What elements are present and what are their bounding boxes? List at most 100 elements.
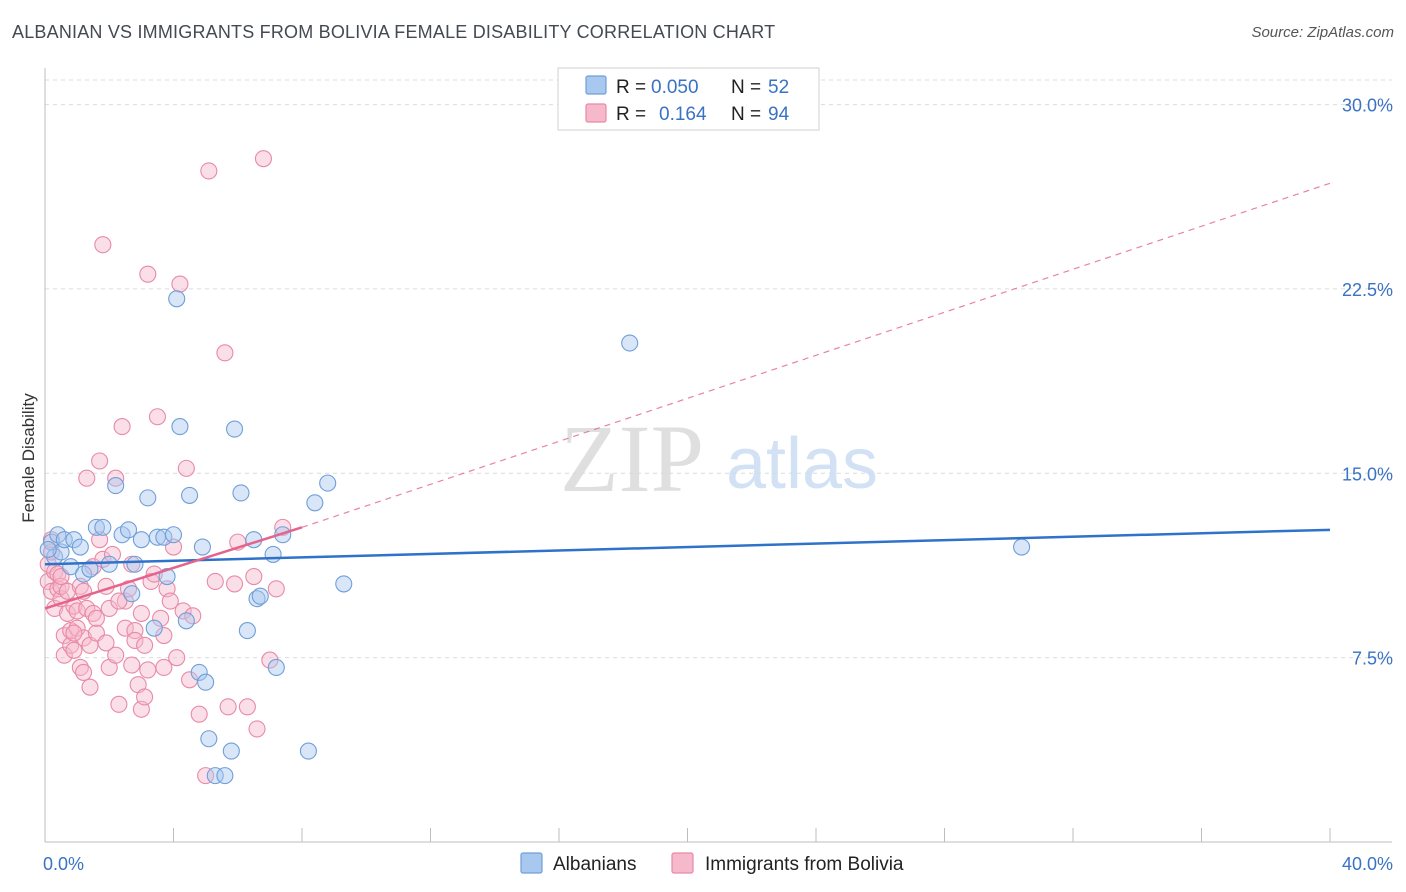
source-label: Source: ZipAtlas.com: [1251, 24, 1394, 41]
bolivia-point: [174, 602, 192, 620]
bolivia-point: [68, 619, 86, 637]
bolivia-point: [267, 580, 285, 598]
albanians-point: [267, 658, 285, 677]
albanians-point: [55, 531, 73, 549]
bolivia-point: [216, 344, 234, 362]
bolivia-point: [55, 646, 73, 664]
albanians-point: [119, 521, 138, 539]
albanians-point: [145, 619, 163, 637]
legend-swatch-albanians: [585, 75, 607, 95]
bolivia-point: [113, 418, 131, 436]
watermark-zip: ZIP: [560, 405, 704, 512]
albanians-point: [94, 518, 112, 536]
bolivia-point: [94, 236, 112, 254]
albanians-point: [71, 538, 89, 556]
watermark-atlas: atlas: [726, 424, 878, 504]
bolivia-point: [225, 575, 244, 593]
bolivia-point: [107, 469, 125, 487]
y-tick-label: 30.0%: [1342, 96, 1393, 116]
bolivia-point: [87, 609, 105, 627]
albanians-point: [87, 518, 105, 536]
legend-r-value-2: 0.164: [659, 104, 707, 125]
points-bolivia: [39, 150, 292, 785]
bolivia-point: [65, 597, 83, 615]
axes: [44, 68, 1392, 843]
albanians-point: [299, 742, 317, 760]
bolivia-point: [219, 698, 237, 716]
watermark: ZIP atlas: [560, 405, 878, 512]
albanians-point: [621, 334, 639, 352]
bolivia-point: [148, 408, 166, 426]
bolivia-point: [171, 275, 189, 293]
albanians-point: [335, 575, 353, 593]
bolivia-trend-line: [44, 526, 303, 610]
albanians-point: [126, 555, 144, 573]
bolivia-point: [91, 452, 109, 470]
albanians-point: [1013, 538, 1031, 556]
y-tick-label: 22.5%: [1342, 280, 1393, 300]
bolivia-point: [197, 767, 215, 785]
bottom-legend-label-bolivia: Immigrants from Bolivia: [705, 854, 904, 875]
legend-n-label-2: N =: [731, 104, 761, 125]
bolivia-point: [126, 622, 144, 640]
bottom-legend-swatch-albanians: [520, 852, 543, 874]
y-tick-label: 7.5%: [1352, 649, 1393, 669]
albanians-point: [181, 486, 199, 504]
bolivia-point: [65, 641, 83, 659]
grid-lines: [45, 79, 1392, 659]
albanians-point: [206, 767, 224, 785]
albanians-point: [197, 673, 215, 691]
bolivia-point: [110, 592, 128, 610]
albanians-point: [123, 585, 141, 603]
legend-n-value-1: 52: [768, 77, 789, 98]
albanians-point: [193, 538, 211, 556]
y-tick-label: 15.0%: [1342, 464, 1393, 484]
albanians-point: [164, 526, 183, 544]
albanians-point: [155, 528, 173, 546]
bolivia-point: [71, 658, 89, 677]
bolivia-point: [161, 592, 179, 610]
bolivia-point: [78, 469, 96, 487]
albanians-point: [39, 540, 57, 559]
albanians-point: [81, 560, 99, 578]
albanians-point: [251, 587, 269, 605]
bolivia-point: [136, 688, 154, 706]
x-tick-label: 40.0%: [1342, 854, 1393, 874]
bolivia-point: [238, 698, 256, 716]
bolivia-point: [97, 634, 115, 652]
bolivia-point: [65, 624, 83, 642]
chart-title: ALBANIAN VS IMMIGRANTS FROM BOLIVIA FEMA…: [12, 22, 776, 42]
albanians-point: [168, 290, 186, 308]
bolivia-point: [139, 265, 157, 283]
albanians-point: [139, 489, 157, 507]
tick-labels: 7.5% 15.0% 22.5% 30.0% 0.0% 40.0%: [43, 96, 1393, 874]
albanians-point: [238, 622, 256, 640]
bolivia-point: [177, 459, 195, 477]
albanians-point: [248, 590, 266, 608]
albanians-point: [216, 767, 234, 785]
albanians-point: [264, 545, 282, 563]
albanians-point: [319, 474, 337, 492]
bottom-legend: Albanians Immigrants from Bolivia: [520, 852, 904, 875]
bolivia-point: [107, 646, 125, 664]
bolivia-point: [123, 656, 141, 674]
bottom-legend-swatch-bolivia: [671, 852, 694, 874]
bolivia-point: [190, 705, 208, 723]
bolivia-point: [75, 663, 93, 681]
x-tick-label: 0.0%: [43, 854, 84, 874]
albanians-point: [232, 484, 250, 502]
bolivia-point: [42, 543, 60, 561]
bolivia-point: [200, 162, 218, 180]
albanians-point: [132, 531, 150, 549]
bolivia-point: [110, 695, 128, 713]
bolivia-point: [245, 567, 263, 586]
bolivia-point: [84, 604, 102, 622]
legend-swatch-bolivia: [585, 103, 607, 123]
legend-r-label-2: R =: [616, 104, 646, 125]
albanians-point: [190, 663, 208, 681]
bolivia-trend-extension: [301, 182, 1331, 528]
bolivia-point: [81, 678, 99, 696]
albanians-point: [306, 494, 324, 512]
bolivia-point: [248, 720, 266, 738]
